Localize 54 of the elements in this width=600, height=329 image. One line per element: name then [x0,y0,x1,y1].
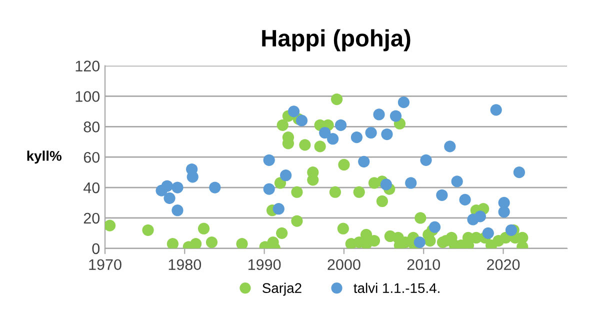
point [505,224,518,236]
point [272,203,284,215]
point [186,171,198,183]
point [490,104,502,116]
point [358,156,370,168]
y-tick-label: 120 [76,60,100,72]
point [365,126,377,139]
y-tick-label: 80 [84,122,100,132]
point [459,194,471,206]
point [405,177,417,189]
point [296,114,308,126]
point [428,221,441,233]
x-tick-label: 1980 [168,259,202,270]
point [327,133,339,145]
point [380,178,392,190]
point [161,180,173,192]
y-axis-title: kyll% [27,150,62,164]
point [373,108,385,120]
point [513,166,526,178]
y-tick-label: 0 [92,243,100,254]
point [414,236,426,248]
point [263,154,275,166]
point [280,170,292,182]
point [172,204,184,216]
chart-title: Happi (pohja) [262,29,410,52]
point [381,128,393,140]
point [498,206,510,218]
point [319,126,331,139]
point [451,176,463,188]
point [482,227,494,239]
x-tick-label: 2020 [487,259,520,270]
y-tick-label: 60 [84,152,100,163]
point [334,119,347,131]
point [390,110,402,122]
point [398,96,410,108]
point [164,192,176,204]
point [263,183,275,195]
x-tick-label: 2010 [407,259,440,270]
point [209,182,221,194]
point [474,210,486,222]
point [444,140,456,152]
point [288,106,300,118]
y-tick-label: 100 [76,91,100,102]
legend-label: Sarja2 [262,282,302,296]
x-tick-label: 2000 [328,259,360,270]
y-tick-label: 40 [84,182,100,194]
y-tick-label: 20 [84,212,100,224]
point [350,132,363,144]
legend-label: talvi 1.1.-15.4. [354,282,440,294]
point [436,189,448,201]
x-tick-label: 1990 [248,259,281,270]
x-tick-label: 1970 [89,259,122,270]
point [420,154,432,166]
point [172,182,184,194]
